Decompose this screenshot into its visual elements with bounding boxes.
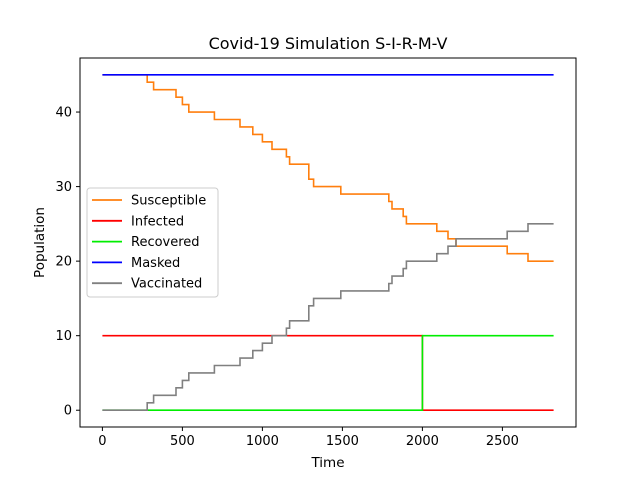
legend-label-recovered: Recovered	[131, 235, 200, 250]
series-line-vaccinated	[102, 223, 554, 412]
x-tick-label: 2500	[486, 434, 519, 449]
legend-label-vaccinated: Vaccinated	[131, 277, 202, 292]
x-tick-label: 1500	[326, 434, 359, 449]
legend-label-masked: Masked	[131, 256, 180, 271]
x-tick-label: 500	[170, 434, 195, 449]
x-axis-label: Time	[310, 455, 344, 471]
series-line-susceptible	[102, 73, 554, 262]
x-tick-label: 2000	[406, 434, 439, 449]
x-tick-label: 1000	[246, 434, 279, 449]
series-line-recovered	[102, 334, 554, 412]
y-tick-label: 0	[64, 404, 72, 419]
legend: Susceptible Infected Recovered Masked Vaccin…	[86, 187, 219, 298]
y-axis-ticks: 0 10 20 30 40	[55, 106, 80, 419]
series-layer	[102, 73, 554, 412]
legend-label-infected: Infected	[131, 214, 184, 229]
legend-label-susceptible: Susceptible	[131, 194, 206, 209]
y-tick-label: 40	[55, 106, 72, 121]
x-axis-ticks: 0 500 1000 1500 2000 2500	[98, 427, 519, 449]
y-axis-label: Population	[32, 207, 48, 278]
x-tick-label: 0	[98, 434, 106, 449]
y-tick-label: 10	[55, 329, 72, 344]
plot-frame	[79, 57, 577, 428]
y-tick-label: 30	[55, 180, 72, 195]
chart-title: Covid-19 Simulation S-I-R-M-V	[209, 34, 448, 53]
legend-box	[86, 187, 219, 298]
y-tick-label: 20	[55, 255, 72, 270]
